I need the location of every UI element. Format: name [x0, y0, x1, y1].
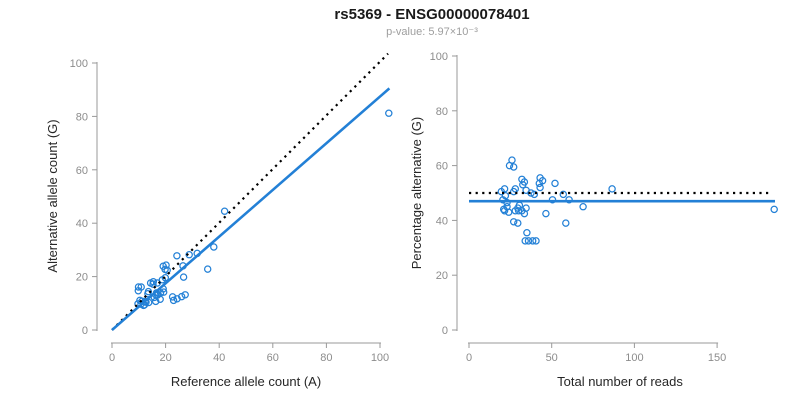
- right-data-point: [523, 228, 531, 237]
- right-data-point: [509, 163, 518, 171]
- left-y-tick-label: 40: [76, 218, 88, 230]
- left-x-tick-label: 80: [320, 352, 332, 364]
- left-data-point: [385, 109, 393, 117]
- right-data-point: [530, 190, 539, 199]
- left-data-point: [159, 288, 168, 296]
- left-x-axis-title: Reference allele count (A): [171, 374, 321, 389]
- right-data-point: [509, 187, 518, 196]
- right-data-point: [551, 179, 559, 188]
- right-data-point: [504, 208, 513, 216]
- left-x-tick-label: 40: [213, 352, 225, 364]
- left-y-tick-label: 0: [82, 325, 88, 337]
- right-y-tick-label: 80: [436, 106, 448, 118]
- right-data-point: [579, 202, 587, 211]
- right-data-point: [565, 196, 573, 204]
- right-y-axis-title: Percentage alternative (G): [409, 117, 424, 269]
- left-data-point: [151, 297, 160, 306]
- right-data-point: [548, 196, 557, 204]
- right-data-point: [511, 207, 520, 215]
- left-data-point: [173, 252, 181, 260]
- right-x-tick-label: 150: [708, 352, 726, 364]
- left-data-point: [181, 291, 189, 299]
- left-y-axis-title: Alternative allele count (G): [45, 119, 60, 272]
- left-data-point: [149, 280, 157, 288]
- right-data-point: [505, 161, 514, 170]
- left-x-tick-label: 100: [371, 352, 389, 364]
- scatter-plots: 0 20 40 60 80 100 0 20 40 60 80 100 Reference allele…: [45, 51, 778, 389]
- right-data-point: [535, 179, 544, 188]
- left-data-point: [169, 296, 178, 305]
- right-data-point: [519, 181, 527, 189]
- left-y-tick-label: 60: [76, 165, 88, 177]
- left-data-point: [156, 295, 164, 304]
- right-data-point: [559, 190, 568, 199]
- left-data-point: [210, 243, 218, 251]
- left-x-tick-label: 20: [159, 352, 171, 364]
- right-data-point: [520, 209, 529, 218]
- right-data-point: [500, 207, 509, 215]
- left-data-point: [161, 273, 170, 282]
- right-data-point: [509, 218, 518, 226]
- left-data-point: [203, 265, 212, 273]
- right-data-point: [514, 219, 522, 227]
- right-data-point: [536, 183, 544, 192]
- right-y-tick-label: 100: [430, 51, 448, 63]
- left-data-point: [220, 207, 229, 215]
- left-data-point: [134, 283, 143, 291]
- left-data-point: [163, 266, 171, 274]
- left-y-tick-label: 100: [70, 58, 88, 70]
- right-y-tick-label: 0: [442, 325, 448, 337]
- left-y-tick-label: 20: [76, 272, 88, 284]
- left-data-point: [137, 283, 145, 291]
- right-x-tick-label: 0: [466, 352, 472, 364]
- right-data-point: [503, 198, 511, 207]
- left-fit-line: [111, 87, 391, 331]
- left-y-tick-label: 80: [76, 111, 88, 123]
- right-data-point: [532, 237, 540, 245]
- right-x-tick-label: 100: [625, 352, 643, 364]
- left-identity-line: [111, 52, 389, 331]
- left-data-point: [162, 261, 170, 269]
- figure-title: rs5369 - ENSG00000078401: [334, 6, 530, 23]
- right-y-tick-label: 40: [436, 215, 448, 227]
- left-data-point: [179, 273, 188, 281]
- right-data-point: [514, 207, 523, 215]
- right-data-point: [562, 219, 570, 227]
- right-x-axis-title: Total number of reads: [557, 374, 683, 389]
- left-x-tick-label: 0: [109, 352, 115, 364]
- right-data-point: [497, 187, 506, 196]
- right-data-point: [521, 237, 529, 245]
- right-data-point: [528, 237, 537, 245]
- right-y-tick-label: 20: [436, 270, 448, 282]
- right-data-point: [770, 205, 778, 214]
- left-data-point: [168, 293, 177, 301]
- right-y-tick-label: 60: [436, 161, 448, 173]
- figure-subtitle-pvalue: p-value: 5.97×10⁻³: [386, 26, 478, 38]
- left-data-point: [144, 289, 152, 298]
- right-data-point: [608, 185, 616, 193]
- right-data-point: [524, 237, 533, 245]
- left-data-point: [177, 292, 186, 301]
- right-data-point: [542, 209, 550, 218]
- left-x-tick-label: 60: [267, 352, 279, 364]
- right-x-tick-label: 50: [546, 352, 558, 364]
